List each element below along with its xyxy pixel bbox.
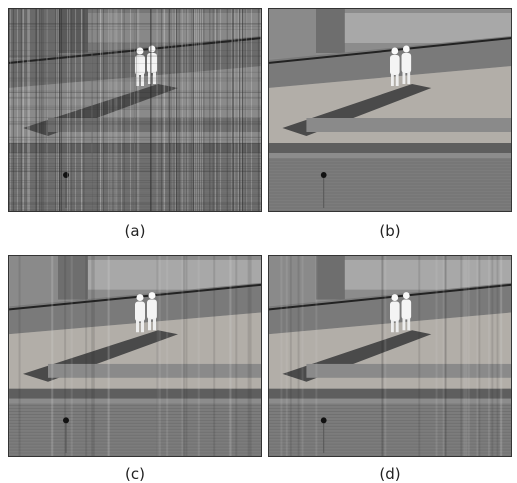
building <box>316 8 345 53</box>
building <box>8 255 58 305</box>
ledge <box>306 364 512 378</box>
person-leg <box>391 320 394 332</box>
post-head <box>63 172 69 178</box>
thermal-image <box>8 255 262 457</box>
thermal-image <box>8 8 262 212</box>
building <box>268 8 316 58</box>
person-body <box>390 302 400 322</box>
person-leg <box>407 72 410 84</box>
post-head <box>321 417 327 423</box>
person-body <box>390 55 400 75</box>
person-leg <box>402 318 405 330</box>
person-head <box>149 46 156 53</box>
post-head <box>321 172 327 178</box>
person-leg <box>141 320 144 332</box>
person-leg <box>153 318 156 330</box>
figure: (a) (b) (c) (d) (() => { const data = JS… <box>0 0 517 483</box>
person-leg <box>396 320 399 332</box>
thermal-image <box>268 255 512 457</box>
person-leg <box>402 72 405 84</box>
person-head <box>403 46 410 53</box>
person-leg <box>391 74 394 86</box>
person-body <box>402 53 412 73</box>
person-head <box>391 294 398 301</box>
building <box>316 255 345 300</box>
ledge <box>306 118 512 132</box>
person-head <box>137 294 144 301</box>
building <box>268 255 316 305</box>
person-leg <box>396 74 399 86</box>
caption: (a) <box>105 222 165 240</box>
person-leg <box>141 74 144 86</box>
person-leg <box>148 318 151 330</box>
band <box>8 143 262 153</box>
person-body <box>147 300 157 320</box>
building <box>58 255 88 300</box>
caption: (c) <box>105 465 165 483</box>
person-leg <box>136 320 139 332</box>
person-body <box>402 300 412 320</box>
person-body <box>135 302 145 322</box>
person-head <box>149 292 156 299</box>
caption: (b) <box>360 222 420 240</box>
person-head <box>403 292 410 299</box>
person-leg <box>407 318 410 330</box>
band <box>8 389 262 399</box>
thermal-image <box>268 8 512 212</box>
caption: (d) <box>360 465 420 483</box>
band <box>268 143 512 153</box>
band <box>268 389 512 399</box>
person-head <box>391 48 398 55</box>
building <box>58 8 88 53</box>
